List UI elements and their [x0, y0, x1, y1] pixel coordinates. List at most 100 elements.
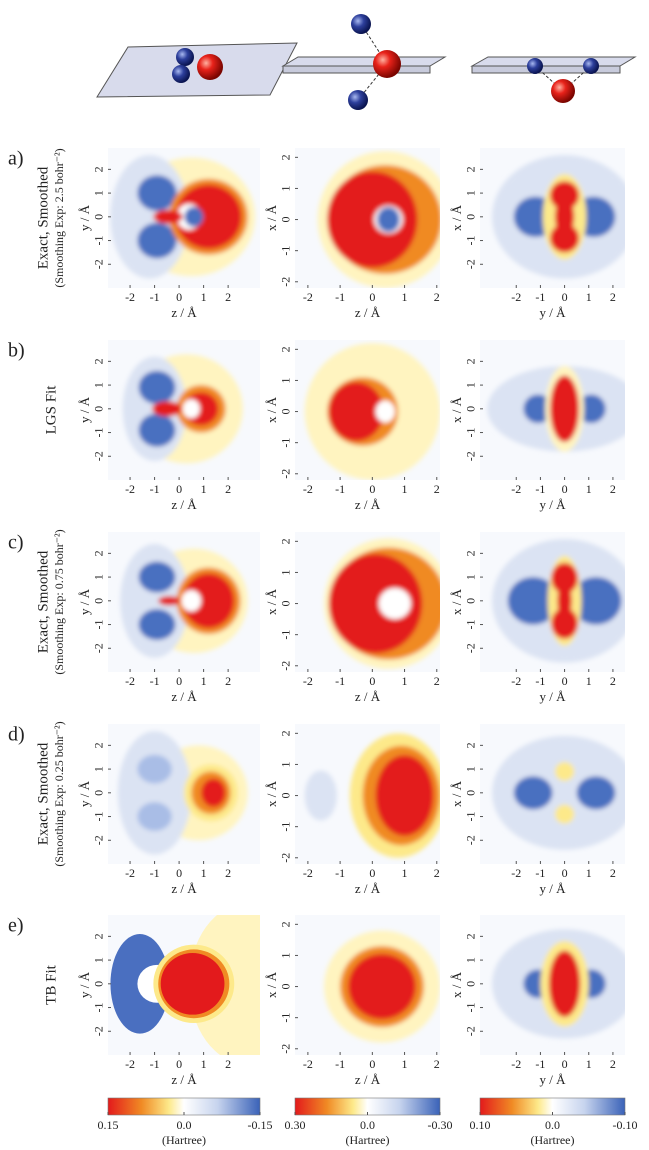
y-tick-label: 1 [464, 766, 478, 772]
y-tick-label: 1 [279, 952, 293, 958]
heatmap-blob [327, 171, 417, 267]
y-tick-label: -2 [279, 277, 293, 287]
x-axis-label: y / Å [540, 305, 567, 320]
x-tick-label: -1 [335, 866, 345, 880]
y-tick-label: -1 [464, 1003, 478, 1013]
y-axis-label: x / Å [449, 204, 464, 231]
heatmap-blob [329, 382, 384, 441]
heatmap [480, 340, 642, 480]
heatmap-blob [183, 399, 200, 418]
row-title: TB Fit [43, 964, 59, 1004]
x-tick-label: 0 [176, 1057, 182, 1071]
heatmap-blob [376, 755, 434, 836]
x-tick-label: 1 [586, 1057, 592, 1071]
heatmap-blob [139, 609, 176, 640]
y-tick-label: 0 [92, 214, 106, 220]
y-tick-label: 2 [92, 166, 106, 172]
y-tick-label: 2 [464, 550, 478, 556]
y-tick-label: 0 [279, 217, 293, 223]
heatmap-blob [305, 771, 337, 821]
x-tick-label: -2 [125, 290, 135, 304]
y-tick-label: 2 [92, 742, 106, 748]
row-letter: e) [8, 915, 24, 937]
x-tick-label: -1 [150, 674, 160, 688]
x-tick-label: -2 [303, 290, 313, 304]
y-tick-label: -1 [279, 630, 293, 640]
heatmap [295, 724, 446, 864]
y-tick-label: 0 [92, 981, 106, 987]
heatmap-field [120, 544, 247, 658]
y-tick-label: -2 [92, 259, 106, 269]
x-tick-label: -1 [335, 674, 345, 688]
x-tick-label: -2 [511, 674, 521, 688]
heatmap-field [324, 538, 453, 669]
heatmap-blob [514, 776, 553, 809]
x-tick-label: 2 [434, 290, 440, 304]
x-tick-label: -2 [511, 290, 521, 304]
y-tick-label: -2 [92, 451, 106, 461]
row-title: Exact, Smoothed [35, 742, 51, 845]
y-axis-label: y / Å [77, 780, 92, 807]
x-tick-label: -2 [303, 482, 313, 496]
x-tick-label: -2 [511, 1057, 521, 1071]
atom [348, 90, 368, 110]
atom [373, 50, 401, 78]
heatmap-blob [139, 414, 176, 447]
y-tick-label: 0 [464, 598, 478, 604]
colorbar-tick-label: 0.15 [98, 1118, 119, 1132]
y-axis-label: y / Å [77, 204, 92, 231]
x-tick-label: 2 [225, 290, 231, 304]
y-tick-label: -1 [279, 1013, 293, 1023]
y-tick-label: 1 [464, 382, 478, 388]
heatmap-blob [137, 755, 171, 783]
x-tick-label: -1 [150, 290, 160, 304]
heatmap-field [487, 366, 642, 451]
heatmap-blob [182, 590, 202, 611]
x-axis-label: z / Å [171, 497, 197, 512]
y-tick-label: 1 [92, 574, 106, 580]
x-tick-label: 1 [402, 482, 408, 496]
y-tick-label: -2 [279, 661, 293, 671]
colorbar-tick-label: -0.15 [248, 1118, 273, 1132]
colorbar-label: (Hartree) [531, 1133, 575, 1147]
atom [176, 48, 194, 66]
heatmap [108, 532, 260, 672]
row-title: LGS Fit [43, 385, 59, 435]
heatmap-blob [184, 207, 203, 227]
x-tick-label: 0 [562, 290, 568, 304]
y-tick-label: -1 [464, 236, 478, 246]
colorbar-tick-label: -0.10 [613, 1118, 638, 1132]
x-tick-label: 1 [201, 866, 207, 880]
y-tick-label: 0 [92, 790, 106, 796]
x-tick-label: -1 [150, 1057, 160, 1071]
heatmap [295, 532, 453, 672]
x-tick-label: -1 [535, 866, 545, 880]
y-tick-label: 2 [464, 358, 478, 364]
y-tick-label: 0 [279, 793, 293, 799]
y-axis-label: x / Å [264, 588, 279, 615]
heatmap [108, 340, 260, 480]
y-tick-label: 0 [464, 790, 478, 796]
heatmap [480, 148, 637, 288]
y-tick-label: 2 [279, 154, 293, 160]
x-tick-label: 2 [225, 674, 231, 688]
heatmap-blob [139, 562, 176, 593]
heatmap-blob [379, 588, 411, 619]
x-tick-label: 2 [434, 482, 440, 496]
y-axis-label: x / Å [449, 588, 464, 615]
heatmap [295, 915, 440, 1055]
heatmap-blob [152, 401, 181, 416]
y-tick-label: 2 [279, 538, 293, 544]
y-tick-label: -1 [92, 812, 106, 822]
x-tick-label: 1 [586, 482, 592, 496]
x-tick-label: 0 [176, 290, 182, 304]
heatmap-blob [153, 210, 182, 224]
x-axis-label: y / Å [540, 689, 567, 704]
x-tick-label: 0 [369, 482, 375, 496]
x-tick-label: 0 [369, 674, 375, 688]
x-tick-label: 0 [562, 674, 568, 688]
y-tick-label: -1 [464, 428, 478, 438]
y-axis-label: y / Å [77, 588, 92, 615]
heatmap [108, 148, 260, 288]
atom [583, 58, 599, 74]
